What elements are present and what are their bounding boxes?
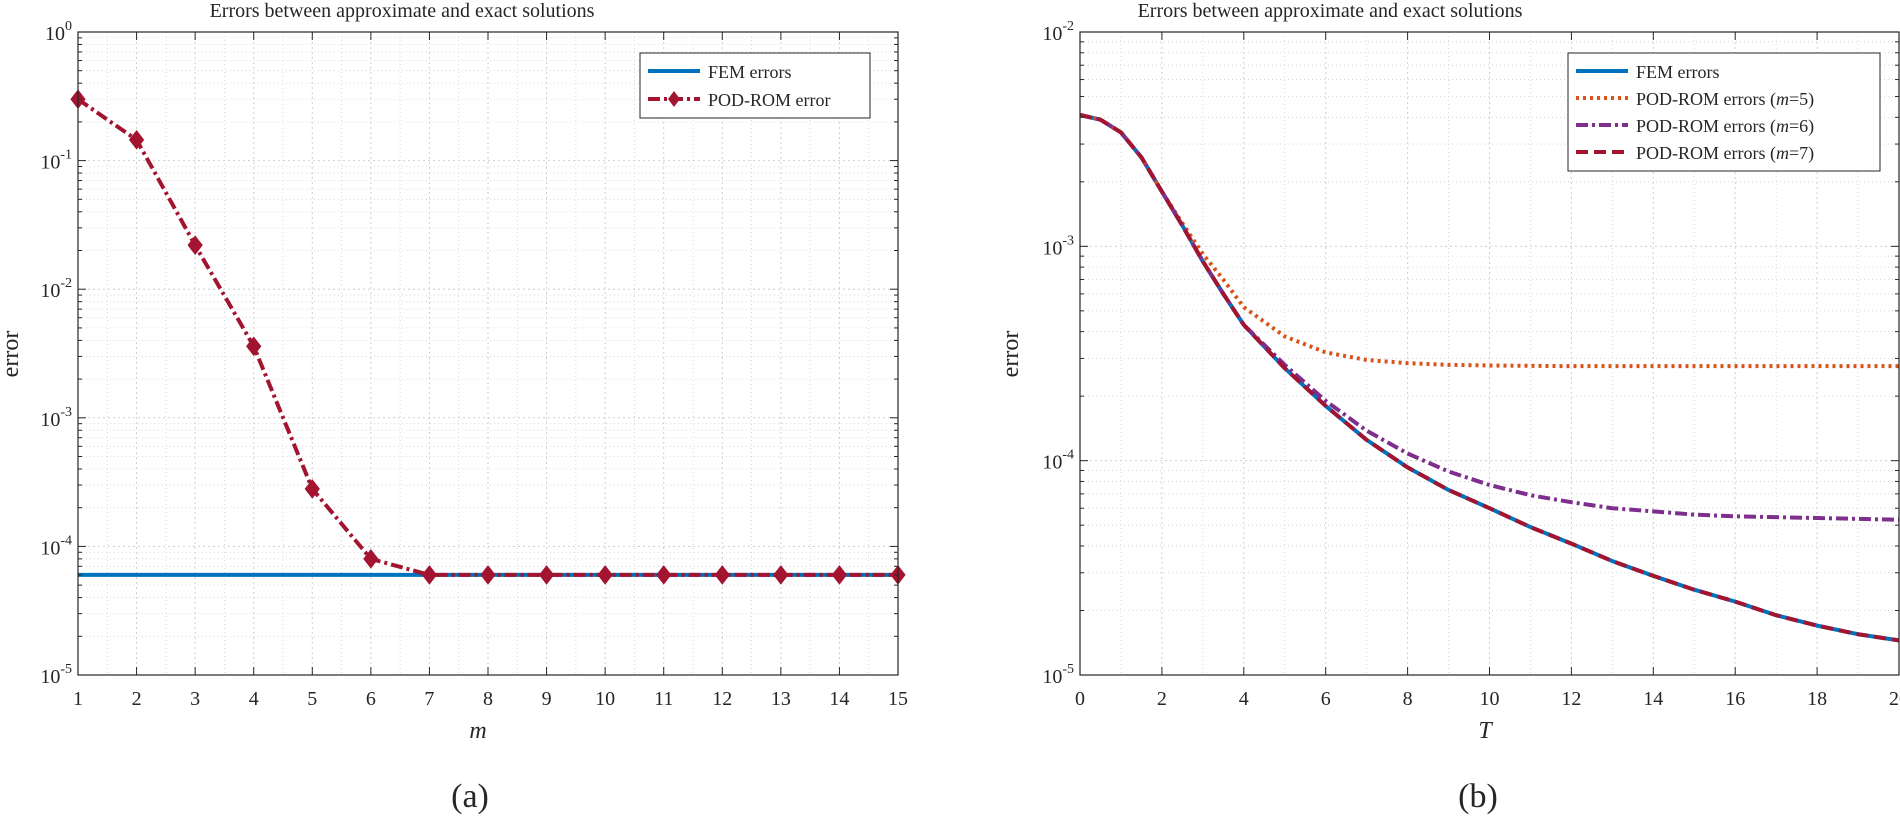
panel-a-x-tick-label: 8 (483, 688, 493, 710)
panel-a-y-tick-label: 10-5 (40, 662, 72, 688)
panel-a-marker (597, 565, 613, 585)
panel-a-legend-marker-pod (668, 91, 680, 107)
panel-b-x-tick-label: 8 (1403, 688, 1413, 710)
panel-a-title: Errors between approximate and exact sol… (210, 0, 595, 22)
panel-a-x-tick-label: 15 (888, 688, 908, 710)
panel-a-x-tick-label: 10 (595, 688, 615, 710)
panel-a: Errors between approximate and exact sol… (0, 0, 908, 815)
panel-a-marker (363, 549, 379, 569)
panel-a-x-tick-label: 14 (829, 688, 849, 710)
panel-b-y-tick-label: 10-4 (1042, 448, 1074, 474)
panel-a-y-tick-label: 10-4 (40, 533, 72, 559)
panel-a-x-tick-label: 7 (424, 688, 434, 710)
panel-b-x-tick-label: 14 (1643, 688, 1663, 710)
panel-b-y-tick-label: 10-3 (1042, 233, 1074, 259)
panel-b-title: Errors between approximate and exact sol… (1138, 0, 1523, 22)
panel-b-x-tick-label: 12 (1561, 688, 1581, 710)
panel-a-marker (714, 565, 730, 585)
panel-a-x-tick-label: 9 (542, 688, 552, 710)
panel-a-y-tick-label: 100 (45, 19, 72, 45)
panel-a-y-tick-label: 10-2 (40, 276, 72, 302)
panel-a-legend-label-pod: POD-ROM error (708, 90, 830, 110)
panel-a-x-tick-label: 5 (307, 688, 317, 710)
panel-a-marker (773, 565, 789, 585)
panel-a-ticks: 1 2 3 4 5 6 7 8 9 10 11 12 13 14 1510-510-410-310-210-… (40, 19, 908, 710)
panel-b-legend-label-m5: POD-ROM errors (m=5) (1636, 89, 1814, 110)
panel-a-y-tick-label: 10-1 (40, 148, 72, 174)
panel-a-marker (304, 479, 320, 499)
panel-b-x-tick-label: 4 (1239, 688, 1249, 710)
panel-a-marker (246, 336, 262, 357)
panel-b-series-3 (1079, 113, 1900, 643)
panel-b-legend-label-m6: POD-ROM errors (m=6) (1636, 116, 1814, 137)
panel-b-x-tick-label: 2 (1157, 688, 1167, 710)
panel-b-y-tick-label: 10-5 (1042, 662, 1074, 688)
panel-b-legend-label-fem: FEM errors (1636, 62, 1720, 82)
panel-a-x-tick-label: 4 (249, 688, 259, 710)
panel-b-x-tick-label: 20 (1889, 688, 1900, 710)
panel-a-x-tick-label: 3 (190, 688, 200, 710)
panel-a-x-tick-label: 1 (73, 688, 83, 710)
panel-b-y-label: error (998, 331, 1024, 378)
panel-b-y-tick-label: 10-2 (1042, 19, 1074, 45)
panel-a-marker (128, 130, 145, 150)
panel-a-marker (831, 565, 848, 585)
panel-b-series (1079, 113, 1900, 643)
panel-b-x-tick-label: 10 (1480, 688, 1500, 710)
panel-a-x-tick-label: 11 (654, 688, 673, 710)
panel-a-marker (421, 565, 438, 585)
panel-b-legend-label-m7: POD-ROM errors (m=7) (1636, 143, 1814, 164)
panel-b-x-tick-label: 16 (1725, 688, 1745, 710)
panel-a-x-tick-label: 13 (771, 688, 791, 710)
panel-a-marker (538, 565, 555, 585)
panel-a-x-tick-label: 6 (366, 688, 376, 710)
panel-b-x-tick-label: 6 (1321, 688, 1331, 710)
panel-a-legend: FEM errors POD-ROM error (639, 52, 871, 119)
panel-b-x-label: T (1478, 718, 1493, 744)
panel-a-x-label: m (469, 718, 486, 744)
panel-b-ticks: 0 2 4 6 8 10 12 14 16 18 20 10-5 10-4 10-3 10-2 (1042, 19, 1900, 710)
panel-a-label: (a) (451, 778, 489, 815)
panel-b-x-tick-label: 18 (1807, 688, 1827, 710)
panel-a-x-tick-label: 12 (712, 688, 732, 710)
panel-b-legend: FEM errors POD-ROM errors (m=5) POD-ROM … (1567, 52, 1881, 172)
panel-b-label: (b) (1458, 778, 1498, 815)
panel-a-y-tick-label: 10-3 (40, 405, 72, 431)
panel-a-marker (656, 565, 672, 585)
panel-a-marker (480, 565, 496, 585)
panel-a-series (70, 89, 906, 585)
panel-a-legend-box (639, 52, 871, 119)
panel-a-y-label: error (0, 331, 24, 378)
panel-b-series-1 (1079, 113, 1899, 369)
panel-b: Errors between approximate and exact sol… (998, 0, 1900, 815)
panel-a-marker (187, 235, 203, 255)
panel-a-x-tick-label: 2 (132, 688, 142, 710)
panel-a-legend-label-fem: FEM errors (708, 62, 792, 82)
panel-b-x-tick-label: 0 (1075, 688, 1085, 710)
